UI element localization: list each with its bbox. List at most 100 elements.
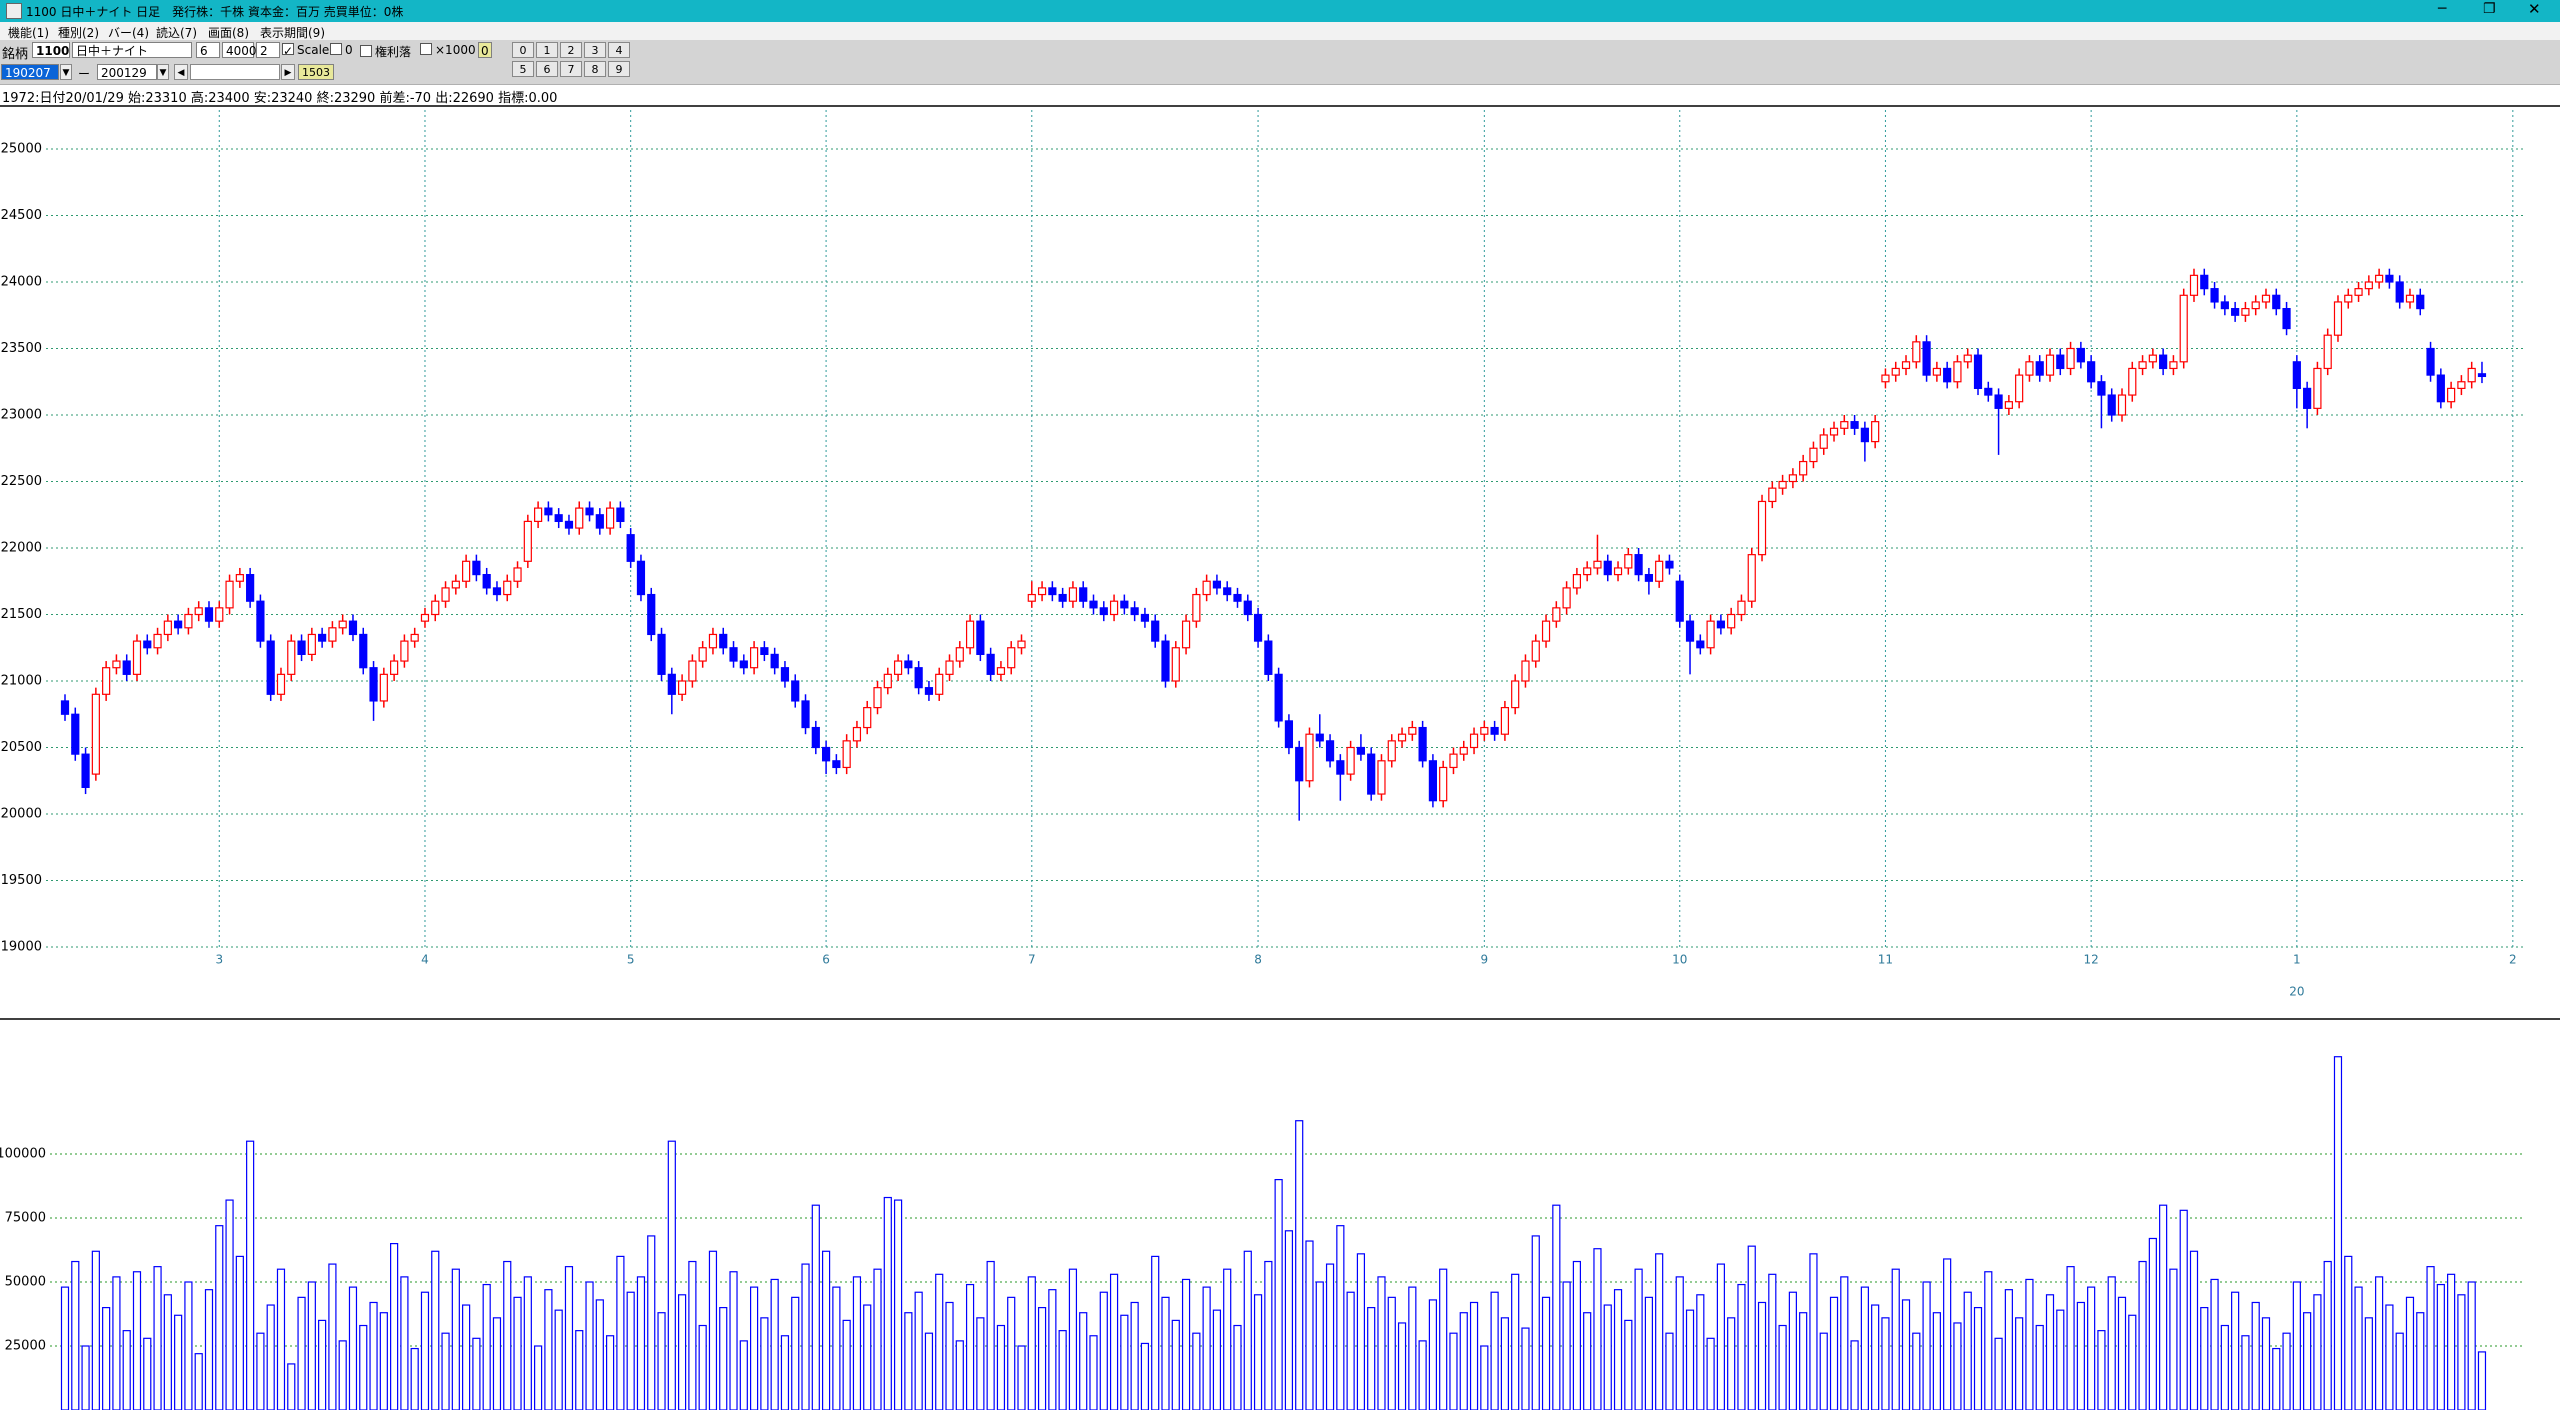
candle-body (1788, 474, 1797, 483)
candle-body (1500, 706, 1510, 735)
volume-bar (842, 1319, 851, 1410)
candle-body (1089, 600, 1098, 609)
menu-item[interactable]: 読込(7) (156, 26, 197, 40)
volume-bar (1778, 1324, 1787, 1410)
x1000-checkbox[interactable]: ×1000 (420, 43, 476, 57)
digit-button[interactable]: 9 (608, 61, 630, 77)
scroll-track[interactable] (190, 64, 280, 80)
candle-body (81, 753, 90, 789)
minimize-button[interactable]: ─ (2438, 1, 2447, 17)
scroll-right[interactable]: ▶ (281, 64, 295, 80)
scroll-left[interactable]: ◀ (174, 64, 188, 80)
y-tick-label: 25000 (5, 1339, 46, 1354)
digit-button[interactable]: 1 (536, 42, 558, 58)
dropdown-arrow[interactable]: ▼ (157, 64, 169, 80)
from-date-select[interactable]: 190207 (1, 64, 59, 80)
digit-button[interactable]: 8 (584, 61, 606, 77)
volume-bar (2364, 1317, 2373, 1410)
y-tick-label: 20000 (1, 807, 42, 822)
code-input[interactable]: 1100 (32, 42, 70, 58)
digit-button[interactable]: 3 (584, 42, 606, 58)
candle-body (348, 620, 358, 636)
volume-bar (1685, 1309, 1695, 1410)
volume-bar (1871, 1304, 1880, 1410)
candle-body (883, 673, 892, 689)
volume-bar (2148, 1237, 2157, 1410)
zero-checkbox[interactable]: 0 (330, 43, 353, 57)
digit-button[interactable]: 7 (560, 61, 582, 77)
volume-bar (2261, 1317, 2271, 1410)
volume-bar (1284, 1230, 1294, 1410)
candle-body (1675, 580, 1684, 622)
volume-bar (1151, 1255, 1160, 1410)
volume-bar (1037, 1306, 1047, 1410)
maximize-button[interactable]: ❐ (2483, 1, 2496, 17)
volume-bar (976, 1317, 985, 1410)
to-date-select[interactable]: 200129 (97, 64, 157, 80)
candle-body (564, 520, 574, 529)
candle-body (534, 507, 543, 523)
volume-bar (1963, 1291, 1972, 1410)
volume-bar (1943, 1258, 1952, 1410)
volume-bar (1387, 1296, 1396, 1410)
field-input[interactable]: 4000 (222, 42, 257, 58)
volume-bar (143, 1337, 152, 1410)
menu-item[interactable]: 表示期間(9) (260, 26, 325, 40)
candle-body (2261, 294, 2271, 303)
volume-bar (1634, 1268, 1643, 1410)
candle-body (400, 640, 409, 662)
digit-button[interactable]: 4 (608, 42, 630, 58)
candle-body (1192, 593, 1201, 622)
candle-body (2426, 347, 2435, 376)
candle-body (1264, 640, 1273, 675)
candle-body (1305, 733, 1314, 782)
volume-bar (1809, 1253, 1818, 1410)
volume-bar (2282, 1332, 2291, 1410)
menu-item[interactable]: 画面(8) (208, 26, 249, 40)
volume-bar (256, 1332, 265, 1410)
volume-bar (2189, 1250, 2199, 1410)
digit-button[interactable]: 0 (512, 42, 534, 58)
field-input[interactable]: 6 (196, 42, 220, 58)
candle-body (410, 633, 419, 642)
rights-checkbox[interactable]: 権利落 (360, 43, 411, 60)
y-tick-label: 21000 (1, 674, 42, 689)
volume-bar (534, 1345, 543, 1410)
candle-body (1665, 560, 1674, 569)
volume-bar (1397, 1322, 1407, 1410)
scale-checkbox[interactable]: ✓ Scale (282, 43, 330, 58)
x-tick-label: 5 (627, 953, 635, 967)
digit-button[interactable]: 5 (512, 61, 534, 77)
close-button[interactable]: ✕ (2528, 0, 2541, 18)
volume-bar (1860, 1286, 1869, 1410)
menu-item[interactable]: 種別(2) (58, 26, 99, 40)
field-input[interactable]: 2 (256, 42, 280, 58)
candle-body (780, 667, 790, 682)
candle-body (1140, 613, 1150, 622)
digit-button[interactable]: 2 (560, 42, 582, 58)
candle-body (1387, 740, 1396, 762)
volume-bar (174, 1314, 183, 1410)
name-input[interactable]: 日中＋ナイト (72, 42, 192, 58)
candle-body (924, 687, 934, 695)
digit-button[interactable]: 6 (536, 61, 558, 77)
candle-body (256, 600, 265, 642)
menu-item[interactable]: 機能(1) (8, 26, 49, 40)
menu-item[interactable]: バー(4) (108, 26, 149, 40)
volume-bar (348, 1286, 358, 1410)
volume-bar (1541, 1296, 1551, 1410)
volume-bar (1315, 1281, 1324, 1410)
volume-bar (1984, 1271, 1993, 1410)
dropdown-arrow[interactable]: ▼ (60, 64, 72, 80)
candle-body (1768, 487, 1777, 503)
candle-body (1593, 560, 1602, 569)
candle-body (1469, 733, 1479, 749)
x-tick-label: 1 (2293, 953, 2301, 967)
candle-body (420, 613, 430, 622)
candle-body (2138, 361, 2147, 370)
volume-bar (1768, 1273, 1777, 1410)
candle-body (1932, 367, 1941, 376)
volume-bar (945, 1301, 954, 1410)
candle-body (1912, 341, 1921, 363)
